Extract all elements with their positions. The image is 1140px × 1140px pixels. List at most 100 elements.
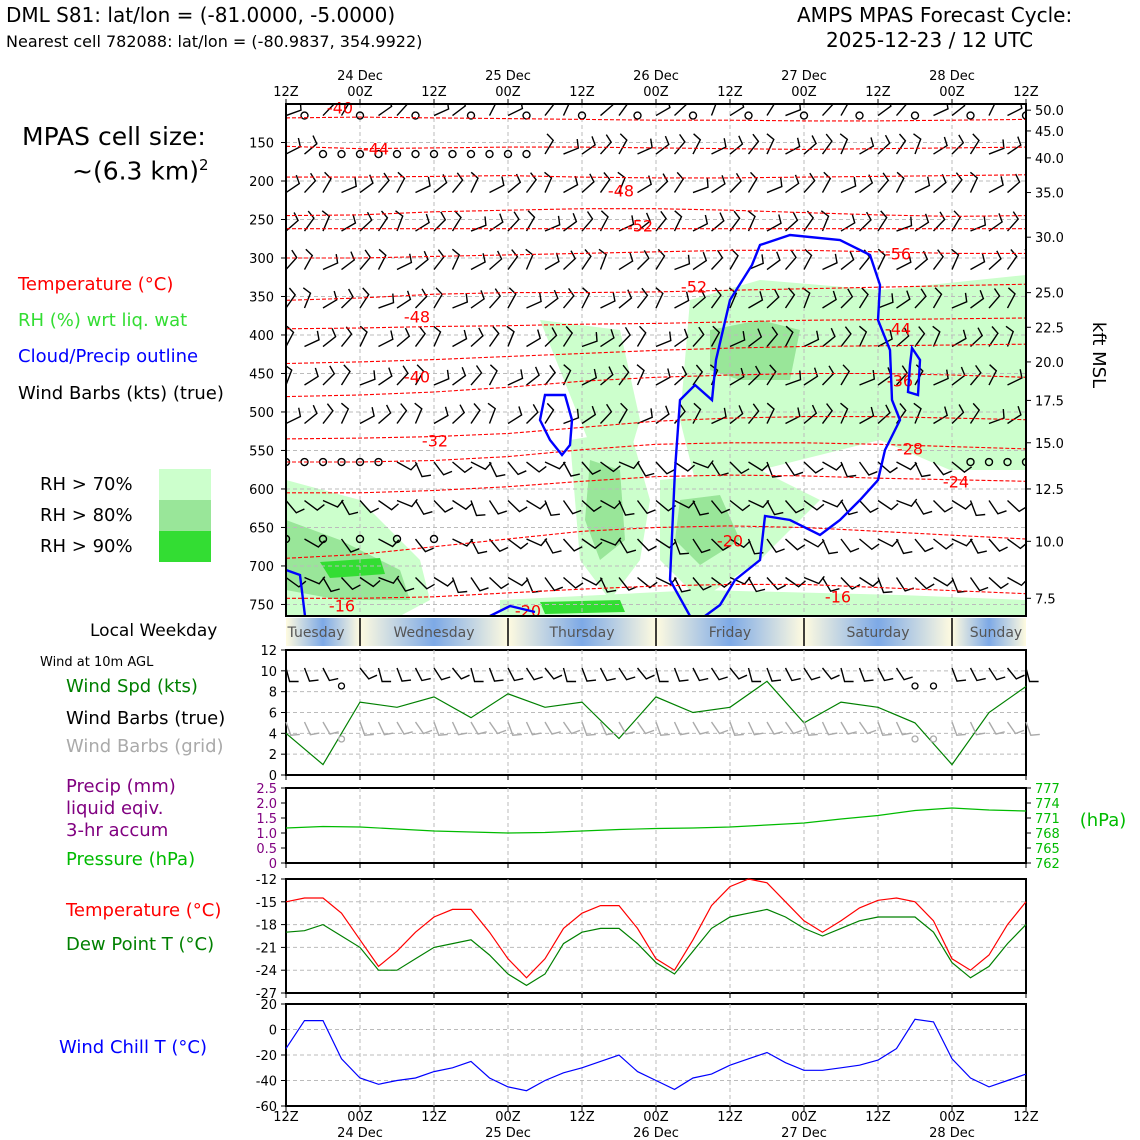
wind-barb-352 bbox=[729, 405, 744, 425]
wind-barb-wg8 bbox=[433, 721, 448, 736]
wind-barb-300 bbox=[526, 366, 540, 386]
wind-barb-399 bbox=[840, 461, 857, 478]
weekday-band-5 bbox=[952, 618, 1026, 646]
wind-barb-532 bbox=[1025, 577, 1026, 580]
temp-ytick-label-0: -12 bbox=[256, 873, 277, 888]
wind-barb-wt38 bbox=[988, 667, 1006, 681]
wind-barb-415 bbox=[378, 499, 399, 511]
wind-barb-65 bbox=[729, 135, 744, 155]
wind-barb-174 bbox=[470, 253, 486, 271]
wind-ytick-label-2: 4 bbox=[269, 727, 277, 742]
wind-barb-344 bbox=[581, 405, 597, 425]
wind-barb-113 bbox=[859, 174, 874, 194]
wind-barb-160 bbox=[970, 216, 987, 232]
wind-barb-357 bbox=[821, 403, 833, 424]
wind-barb-355 bbox=[785, 407, 801, 425]
top-date-label-4: 28 Dec bbox=[929, 69, 975, 84]
wind-barb-479 bbox=[803, 538, 825, 548]
h-tick-label-2: 40.0 bbox=[1035, 152, 1064, 167]
pressure-ytick-r-label-0: 762 bbox=[1035, 857, 1060, 872]
wind-barb-38 bbox=[988, 104, 996, 116]
wind-barb-488 bbox=[969, 538, 987, 554]
wind-barb-wg29 bbox=[821, 721, 838, 736]
calm-circle-50 bbox=[448, 149, 457, 159]
wind-barb-144 bbox=[673, 210, 683, 232]
wind-barb-5 bbox=[378, 104, 393, 117]
wind-barb-521 bbox=[821, 577, 840, 593]
wind-barb-247 bbox=[304, 330, 320, 348]
wind-barb-206 bbox=[302, 287, 312, 309]
wind-barb-wt31 bbox=[858, 667, 874, 682]
wind-barb-wt2 bbox=[322, 667, 339, 682]
legend-rh: RH (%) wrt liq. wat bbox=[18, 310, 188, 331]
calm-circle-374 bbox=[374, 457, 383, 467]
p-tick-label-3: 300 bbox=[249, 252, 274, 267]
wind-barb-302 bbox=[562, 364, 572, 386]
wind-barb-196 bbox=[877, 248, 886, 270]
wind-barb-383 bbox=[544, 461, 566, 470]
calm-circle-7 bbox=[411, 111, 420, 120]
wind-barb-400 bbox=[858, 461, 878, 476]
wind-barb-290 bbox=[340, 364, 351, 386]
wind-barb-496 bbox=[359, 576, 381, 588]
wind-barb-314 bbox=[785, 370, 802, 386]
wind-barb-338 bbox=[470, 403, 481, 424]
wind-barb-wt26 bbox=[766, 667, 782, 682]
wind-barb-426 bbox=[581, 499, 602, 513]
cell-size-value: ~(6.3 km)2 bbox=[72, 156, 209, 185]
wind-barb-285 bbox=[1005, 325, 1015, 347]
wind-barb-498 bbox=[396, 577, 415, 592]
p-tick-label-0: 150 bbox=[249, 136, 274, 151]
wind-barb-18 bbox=[618, 104, 629, 116]
top-tick-label-3: 00Z bbox=[495, 85, 521, 100]
contour-label-4: -56 bbox=[885, 245, 911, 264]
wind-barb-219 bbox=[544, 289, 559, 309]
wind-barb-272 bbox=[766, 326, 779, 347]
wind-barb-309 bbox=[692, 364, 704, 386]
wind-barb-449 bbox=[1007, 499, 1026, 513]
wind-barb-27 bbox=[785, 104, 802, 117]
weekday-label-1: Wednesday bbox=[393, 625, 474, 641]
wind-barb-wg33 bbox=[895, 721, 912, 736]
legend-temperature: Temperature (°C) bbox=[18, 274, 174, 295]
contour-label-0: -40 bbox=[327, 99, 353, 118]
temp-ytick-label-2: -18 bbox=[256, 919, 277, 934]
wind-barb-358 bbox=[840, 402, 849, 424]
top-date-label-2: 26 Dec bbox=[633, 69, 679, 84]
wind-barb-215 bbox=[470, 290, 485, 309]
wind-barb-wg15 bbox=[562, 721, 581, 735]
wind-barb-212 bbox=[414, 288, 428, 309]
wind-barb-wg1 bbox=[303, 721, 320, 736]
wind-barb-253 bbox=[414, 326, 426, 347]
wind-barb-wt1 bbox=[303, 667, 319, 682]
top-tick-label-6: 12Z bbox=[717, 85, 743, 100]
wind-barb-411 bbox=[304, 499, 325, 511]
wind-barb-56 bbox=[563, 139, 580, 155]
wind-barb-397 bbox=[803, 461, 824, 474]
wind-barb-315 bbox=[803, 367, 819, 386]
wind-barb-wg38 bbox=[988, 721, 1005, 735]
contour-label-8: -40 bbox=[404, 368, 430, 387]
chill-ytick-label-2: -20 bbox=[256, 1049, 277, 1064]
wind-barb-3 bbox=[340, 104, 350, 116]
wind-barb-289 bbox=[322, 365, 336, 386]
wind-barb-445 bbox=[933, 500, 953, 513]
wind-barb-502 bbox=[470, 577, 489, 592]
wind-barb-wt13 bbox=[525, 667, 543, 681]
wind-barb-124 bbox=[303, 210, 315, 232]
p-tick-label-7: 500 bbox=[249, 406, 274, 421]
wind-barb-149 bbox=[766, 214, 782, 232]
wind-barb-475 bbox=[729, 538, 751, 549]
wind-barb-231 bbox=[766, 288, 780, 309]
wind-barb-448 bbox=[988, 500, 1007, 515]
wind-barb-198 bbox=[914, 250, 929, 271]
wind-barb-170 bbox=[396, 253, 413, 271]
wind-barb-210 bbox=[378, 293, 395, 309]
temp-contour-2 bbox=[286, 174, 1026, 179]
calm-circle-453 bbox=[318, 534, 328, 544]
wind-barb-225 bbox=[655, 287, 664, 309]
weekday-label-2: Thursday bbox=[548, 625, 614, 641]
wind-barb-507 bbox=[563, 576, 584, 589]
precip-ytick-label-5: 2.5 bbox=[256, 782, 277, 797]
